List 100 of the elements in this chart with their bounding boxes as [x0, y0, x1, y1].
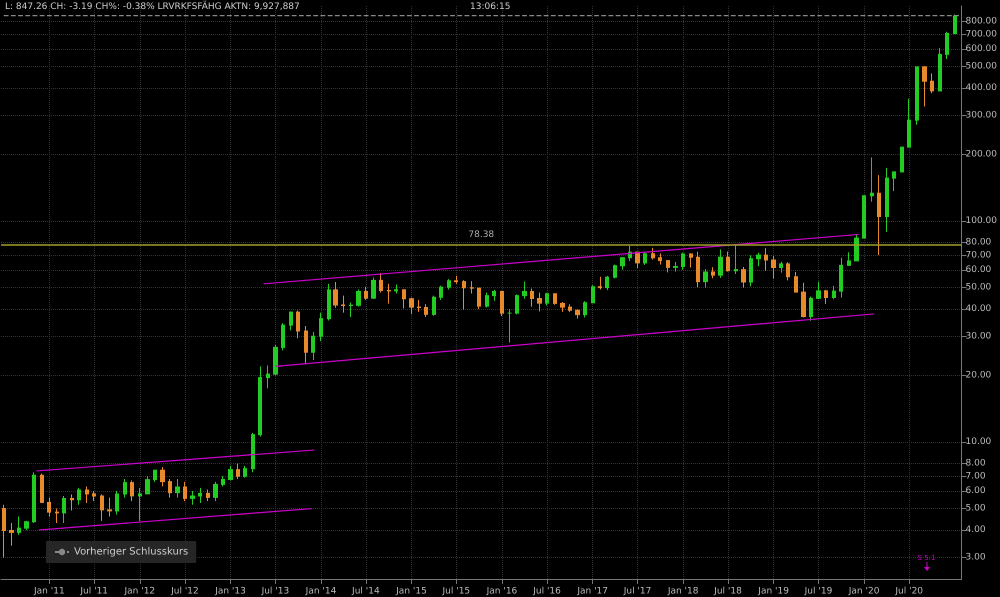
x-tick-label: Jul '15: [442, 586, 470, 596]
candlestick: [341, 295, 345, 314]
ref-line-label: 78.38: [468, 230, 494, 240]
candlestick: [900, 146, 904, 173]
candlestick: [424, 304, 428, 318]
x-tick-label: Jul '18: [713, 586, 742, 596]
annotation: 13:06:15: [470, 2, 510, 12]
y-tick-label: 700.00: [966, 29, 998, 40]
candlestick: [183, 481, 187, 502]
candlestick: [432, 295, 436, 316]
candlestick: [70, 494, 74, 511]
candlestick: [953, 14, 957, 35]
candlestick: [530, 288, 534, 308]
candlestick: [854, 234, 859, 262]
candlestick: [198, 487, 202, 504]
candlestick: [643, 252, 647, 266]
y-tick-label: 8.00: [966, 458, 986, 468]
y-tick-label: 300.00: [966, 110, 998, 121]
candlestick: [651, 247, 655, 260]
x-tick-label: Jul '16: [532, 586, 562, 596]
y-tick-label: 20.00: [966, 370, 992, 381]
x-tick-label: Jan '12: [123, 586, 156, 596]
candlestick: [553, 293, 557, 306]
candlestick: [598, 276, 602, 290]
x-tick-label: Jan '14: [304, 586, 337, 596]
candlestick: [613, 264, 617, 279]
candlestick: [892, 171, 896, 192]
candlestick: [847, 252, 851, 266]
candlestick: [17, 516, 21, 536]
y-tick-label: 5.00: [966, 504, 986, 514]
candlestick: [371, 277, 376, 300]
candlestick: [123, 478, 127, 498]
candlestick: [228, 465, 233, 481]
y-tick-label: 400.00: [966, 83, 998, 93]
x-tick-label: Jan '19: [757, 586, 790, 596]
candlestick: [206, 488, 210, 502]
candlestick: [24, 520, 29, 530]
candlestick: [771, 255, 776, 280]
candlestick: [213, 481, 218, 502]
candlestick: [870, 157, 874, 202]
candlestick: [560, 302, 565, 312]
y-tick-label: 100.00: [966, 216, 998, 226]
candlestick: [221, 476, 225, 487]
candlestick: [289, 310, 293, 331]
candlestick: [47, 497, 51, 518]
candlestick: [666, 259, 670, 273]
candlestick: [591, 284, 595, 304]
candlestick: [145, 476, 150, 495]
candlestick: [379, 272, 383, 293]
candlestick: [673, 261, 678, 272]
legend-label: Vorheriger Schlusskurs: [74, 546, 188, 558]
x-tick-label: Jan '11: [33, 586, 65, 596]
x-tick-label: Jul '20: [894, 586, 924, 596]
candlestick: [575, 308, 580, 320]
candlestick: [605, 275, 609, 291]
candlestick: [741, 266, 746, 288]
candlestick: [251, 432, 255, 473]
y-tick-label: 7.00: [966, 471, 986, 482]
candlestick: [726, 251, 730, 272]
candlestick: [485, 292, 489, 308]
candlestick: [718, 248, 723, 278]
candlestick: [2, 504, 6, 558]
candlestick: [537, 292, 542, 312]
candlestick: [945, 31, 949, 60]
candlestick: [168, 478, 172, 498]
candlestick: [794, 271, 798, 293]
candlestick: [696, 251, 700, 288]
candlestick: [462, 280, 466, 310]
candlestick: [243, 465, 247, 478]
candlestick: [138, 487, 142, 522]
candlestick: [258, 366, 262, 437]
candlestick: [756, 252, 761, 267]
candlestick: [938, 47, 942, 92]
candlestick: [522, 280, 527, 300]
candlestick: [470, 280, 474, 294]
candlestick: [349, 302, 353, 318]
x-tick-label: Jan '16: [486, 586, 518, 596]
candlestick: [266, 364, 270, 389]
candlestick: [273, 344, 278, 376]
candlestick: [107, 497, 112, 518]
y-tick-label: 60.00: [966, 265, 992, 276]
candlestick: [439, 285, 443, 300]
candlestick: [832, 286, 836, 300]
candlestick: [786, 262, 790, 281]
candlestick: [92, 490, 96, 502]
candlestick: [922, 66, 927, 107]
candlestick: [319, 312, 323, 342]
y-tick-label: 4.00: [966, 524, 986, 535]
candlestick: [281, 322, 285, 351]
candlestick: [877, 174, 881, 256]
candlestick: [703, 268, 708, 288]
x-tick-label: Jul '11: [79, 586, 108, 596]
candlestick: [77, 487, 81, 506]
y-tick-label: 30.00: [966, 332, 992, 342]
candlestick: [583, 300, 587, 318]
candlestick: [734, 245, 738, 275]
candlestick: [839, 257, 843, 298]
candlestick: [304, 326, 308, 365]
x-tick-label: Jul '12: [170, 586, 199, 596]
candlestick: [130, 480, 134, 502]
